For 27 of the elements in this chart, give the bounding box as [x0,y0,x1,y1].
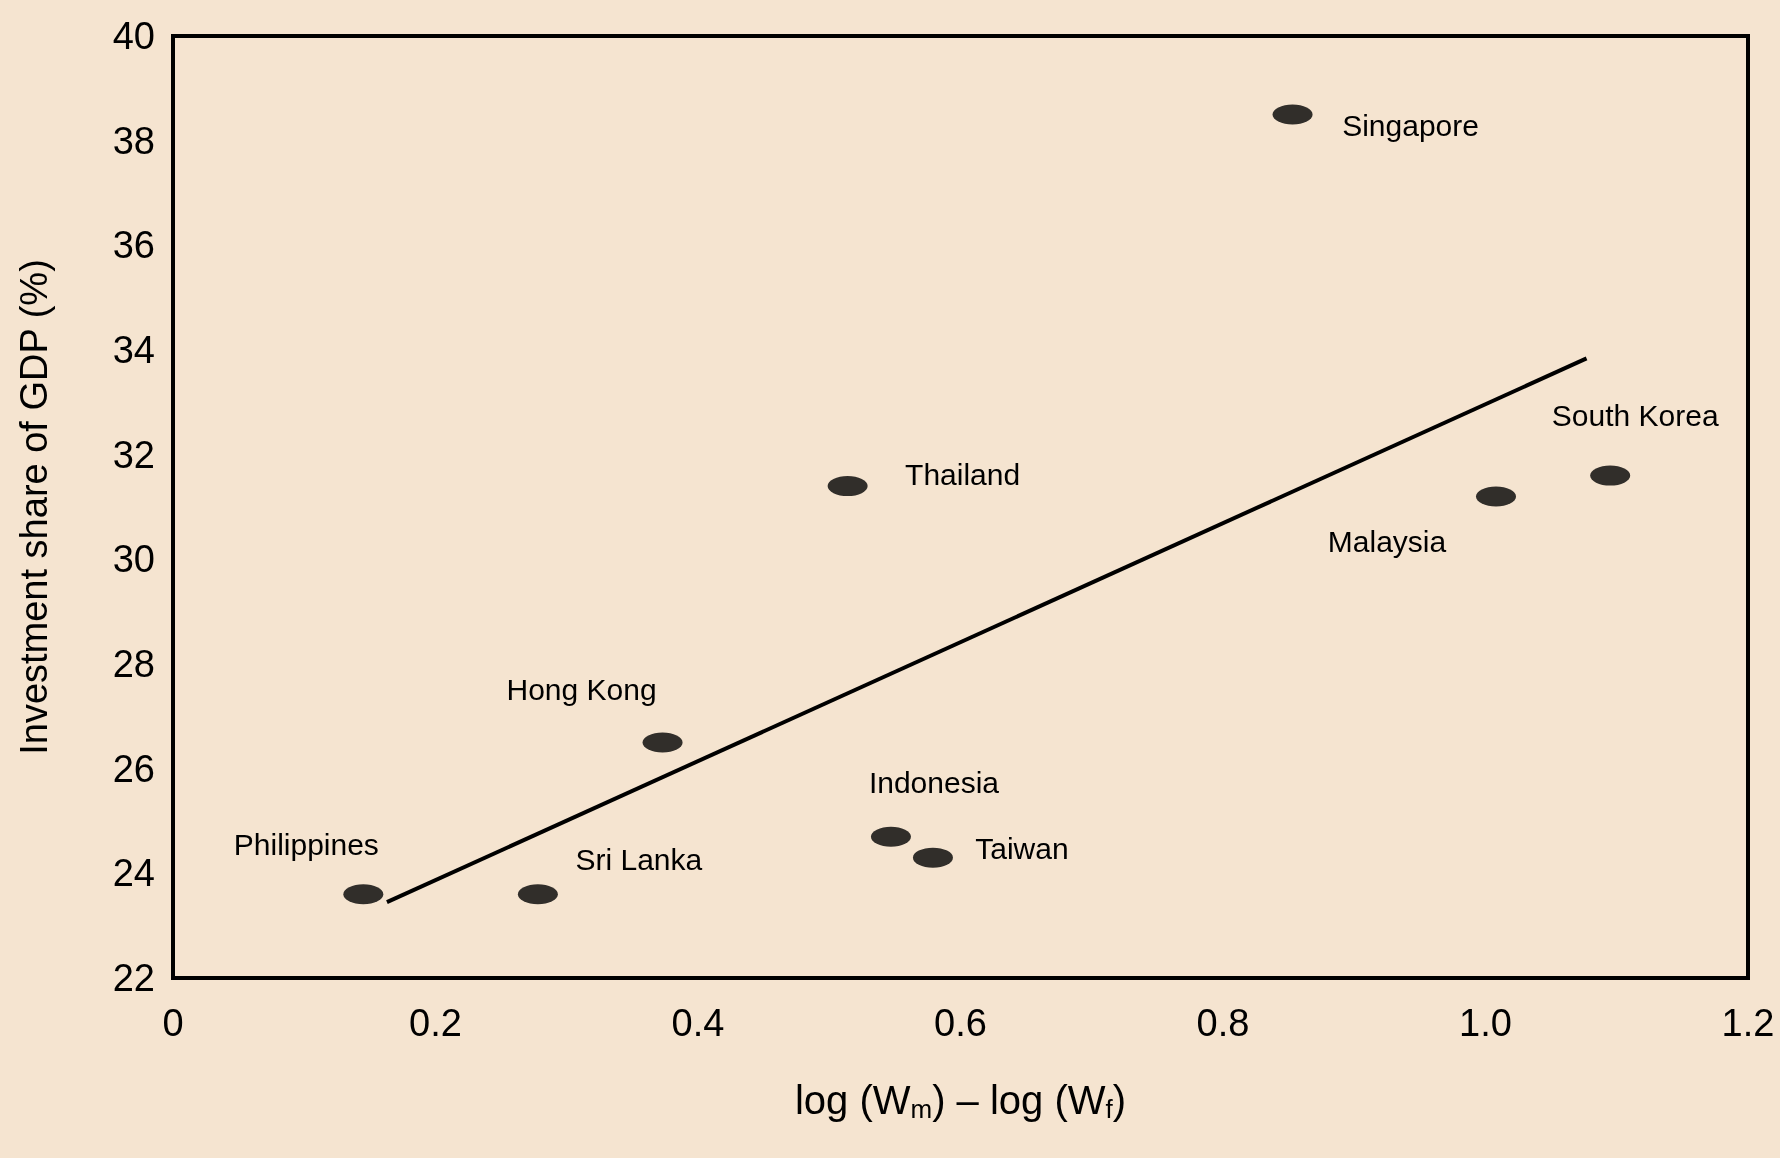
annotation: Indonesia [868,766,1000,800]
annotation: South Korea [1551,399,1719,433]
y-tick-label: 26 [112,747,155,790]
y-tick-label: 36 [112,224,155,267]
y-tick-label: 28 [112,643,155,685]
y-tick-label: 24 [112,852,155,895]
y-tick-label: 22 [112,957,155,999]
y-tick-label: 40 [112,15,155,57]
y-tick-label: 30 [112,538,155,581]
annotation: Malaysia [1327,525,1447,559]
annotation: Thailand [905,457,1021,491]
annotation: Philippines [233,827,379,861]
y-axis-title: Investment share of GDP (%) [13,259,55,755]
x-tick-label: 0.2 [409,1002,462,1044]
x-tick-label: 1.2 [1721,1002,1775,1044]
y-tick-label: 34 [112,329,155,371]
x-tick-label: 0.6 [934,1002,987,1044]
y-tick-label: 38 [112,119,155,162]
annotation: Taiwan [975,832,1069,866]
annotation: Singapore [1342,109,1479,142]
x-tick-label: 1.0 [1459,1002,1512,1044]
x-tick-label: 0.8 [1196,1002,1250,1044]
x-tick-label: 0.4 [671,1002,725,1044]
y-tick-label: 32 [112,433,155,476]
annotation: Hong Kong [506,673,657,706]
x-tick-label: 0 [162,1002,184,1044]
annotation: Sri Lanka [575,842,703,876]
